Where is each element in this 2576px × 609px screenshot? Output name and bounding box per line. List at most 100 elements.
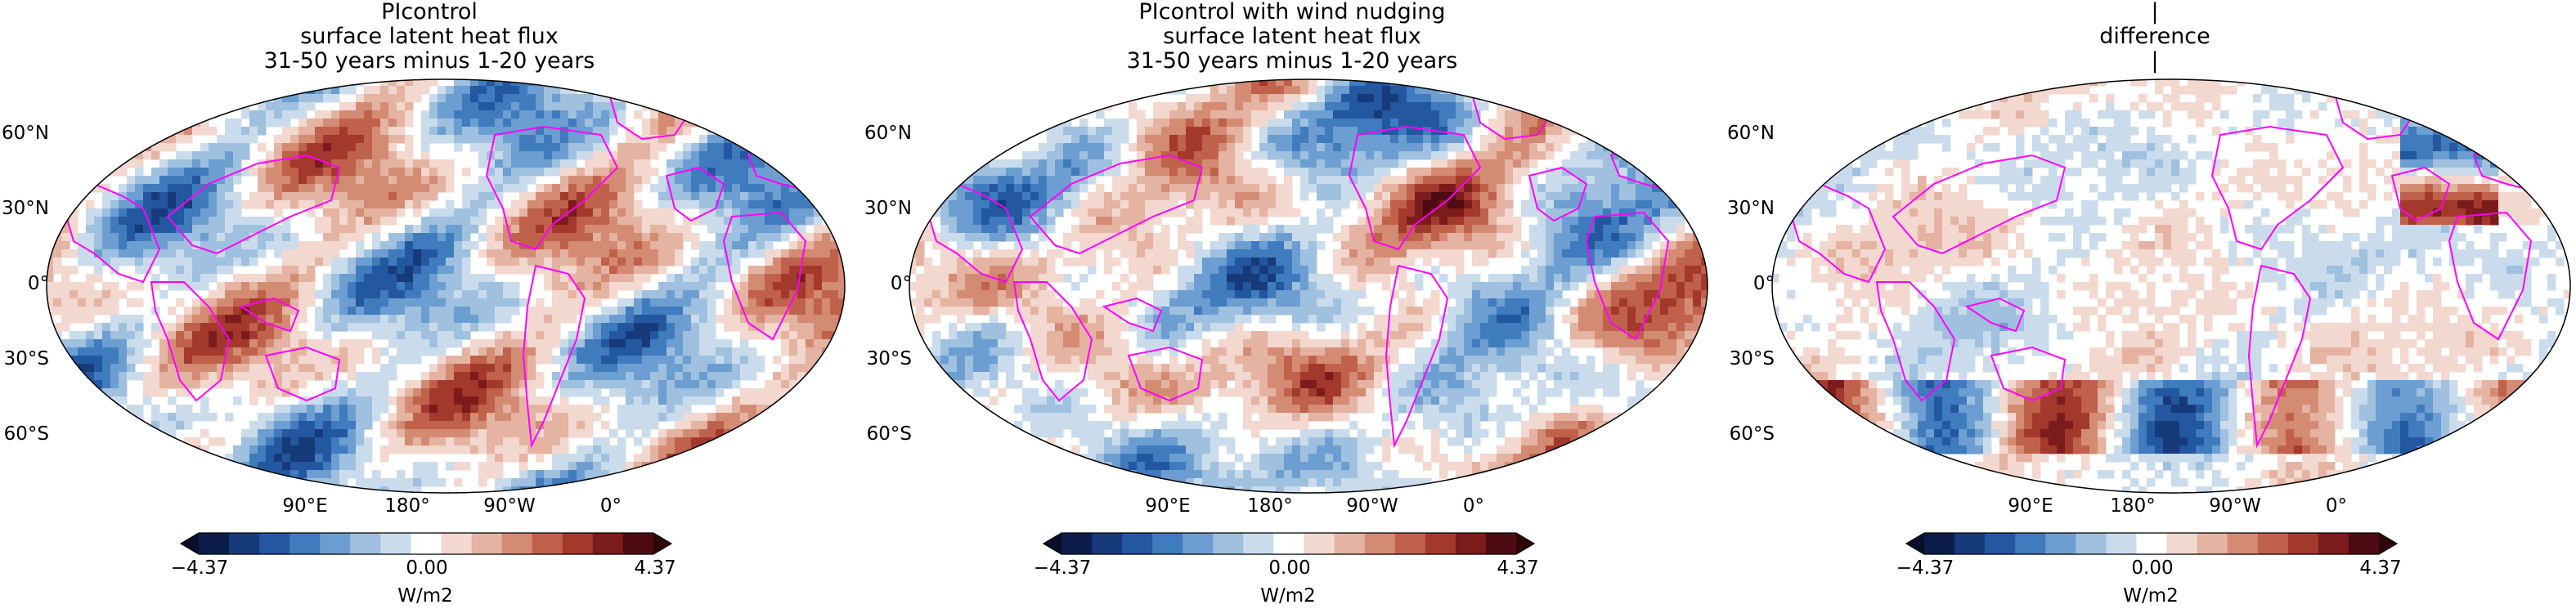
colorbar-units: W/m2 xyxy=(1260,585,1316,607)
colorbar-tick-max: 4.37 xyxy=(2359,558,2402,579)
colorbar-bin xyxy=(2348,533,2380,554)
lat-label-30n: 30°N xyxy=(1727,198,1775,219)
colorbar-bin xyxy=(1425,533,1456,554)
map-panel-nudged: PIcontrol with wind nudging surface late… xyxy=(863,0,1721,609)
colorbar-bin xyxy=(1122,533,1153,554)
colorbar-outline xyxy=(1905,532,2399,555)
colorbar-bin xyxy=(562,533,594,554)
colorbar xyxy=(1042,532,1536,555)
panel-title: | difference | xyxy=(1726,0,2576,74)
colorbar-tick-min: −4.37 xyxy=(1896,558,1954,579)
map-plot xyxy=(909,78,1708,494)
colorbar-bin xyxy=(2015,533,2046,554)
title-line-1: PIcontrol xyxy=(381,0,478,25)
colorbar-bin xyxy=(1243,533,1274,554)
colorbar-bin xyxy=(2257,533,2289,554)
colorbar-units: W/m2 xyxy=(397,585,453,607)
colorbar-bin xyxy=(501,533,533,554)
colorbar-bin xyxy=(1455,533,1487,554)
colorbar-bin xyxy=(1183,533,1214,554)
title-line-1: PIcontrol with wind nudging xyxy=(1138,0,1446,25)
coastline-8 xyxy=(665,166,725,222)
coastline-3 xyxy=(1964,297,2026,333)
colorbar xyxy=(1905,532,2399,555)
colorbar-bin xyxy=(199,533,230,554)
colorbar-bin xyxy=(592,533,624,554)
colorbar-bin xyxy=(532,533,563,554)
map-frame xyxy=(1771,78,2571,494)
lat-label-0: 0° xyxy=(1752,273,1775,294)
panel-title: PIcontrol surface latent heat flux 31-50… xyxy=(0,0,859,74)
colorbar-bin xyxy=(622,533,654,554)
colorbar-bin xyxy=(320,533,351,554)
coastline-2 xyxy=(166,154,341,255)
coastline-5 xyxy=(2210,125,2345,251)
lat-label-30s: 30°S xyxy=(3,348,49,369)
lon-label-180: 180° xyxy=(2110,495,2156,517)
coastline-2 xyxy=(1892,154,2067,255)
coastline-5 xyxy=(485,125,619,251)
coastline-9 xyxy=(1585,211,1670,341)
colorbar-bin xyxy=(1364,533,1396,554)
coastline-8 xyxy=(1528,166,1588,222)
colorbar-extend-min xyxy=(181,533,199,554)
map-panel-control: PIcontrol surface latent heat flux 31-50… xyxy=(0,0,859,609)
colorbar-bin xyxy=(1394,533,1426,554)
coastline-3 xyxy=(1102,297,1163,333)
lat-label-30s: 30°S xyxy=(1729,348,1775,369)
lon-label-90w: 90°W xyxy=(2209,495,2261,517)
map-panel-difference: | difference | 60°N 30°N 0° 30°S 60°S 90… xyxy=(1726,0,2576,609)
colorbar-tick-max: 4.37 xyxy=(634,558,676,579)
colorbar-bin xyxy=(2166,533,2198,554)
colorbar-bin xyxy=(1061,533,1093,554)
title-line-3: | xyxy=(2151,48,2159,74)
colorbar-bin xyxy=(1092,533,1123,554)
title-line-2: difference xyxy=(2099,24,2210,49)
colorbar-tick-zero: 0.00 xyxy=(406,558,448,579)
map-plot xyxy=(1771,78,2571,494)
lon-label-180: 180° xyxy=(1247,495,1293,517)
title-line-2: surface latent heat flux xyxy=(300,24,559,49)
coastline-2 xyxy=(1029,154,1204,255)
coastline-6 xyxy=(522,264,586,449)
colorbar xyxy=(179,532,673,555)
coastline-4 xyxy=(1990,346,2067,402)
coastline-4 xyxy=(264,346,341,402)
lat-label-60n: 60°N xyxy=(864,123,912,144)
coastline-9 xyxy=(2448,211,2533,341)
colorbar-bin xyxy=(2287,533,2319,554)
colorbar-bin xyxy=(1985,533,2016,554)
lat-label-60s: 60°S xyxy=(1729,423,1775,445)
lon-label-0: 0° xyxy=(1462,495,1485,517)
colorbar-bin xyxy=(1924,533,1955,554)
colorbar-bin xyxy=(2136,533,2168,554)
map-plot xyxy=(46,78,846,494)
colorbar-extend-min xyxy=(1043,533,1061,554)
coastline-8 xyxy=(2390,166,2451,222)
colorbar-bin xyxy=(2106,533,2137,554)
lon-label-0: 0° xyxy=(599,495,622,517)
colorbar-bin xyxy=(1304,533,1335,554)
colorbar-bin xyxy=(350,533,381,554)
coastline-1 xyxy=(150,281,231,402)
colorbar-outline xyxy=(179,532,673,555)
lat-label-30n: 30°N xyxy=(864,198,912,219)
colorbar-outline xyxy=(1042,532,1536,555)
map-frame xyxy=(909,78,1708,494)
colorbar-extend-max xyxy=(653,533,671,554)
colorbar-units: W/m2 xyxy=(2123,585,2179,607)
lat-label-60s: 60°S xyxy=(3,423,49,445)
lat-label-60n: 60°N xyxy=(1727,123,1775,144)
colorbar-tick-max: 4.37 xyxy=(1497,558,1539,579)
title-line-3: 31-50 years minus 1-20 years xyxy=(1126,48,1458,74)
coastline-1 xyxy=(1012,281,1093,402)
lon-label-90e: 90°E xyxy=(282,495,328,517)
coastline-9 xyxy=(722,211,807,341)
colorbar-bin xyxy=(1273,533,1305,554)
lon-label-90e: 90°E xyxy=(1145,495,1191,517)
coastline-0 xyxy=(1785,182,1887,284)
coastline-0 xyxy=(922,182,1024,284)
colorbar-bin xyxy=(259,533,290,554)
lat-label-0: 0° xyxy=(27,273,49,294)
map-frame xyxy=(46,78,846,494)
